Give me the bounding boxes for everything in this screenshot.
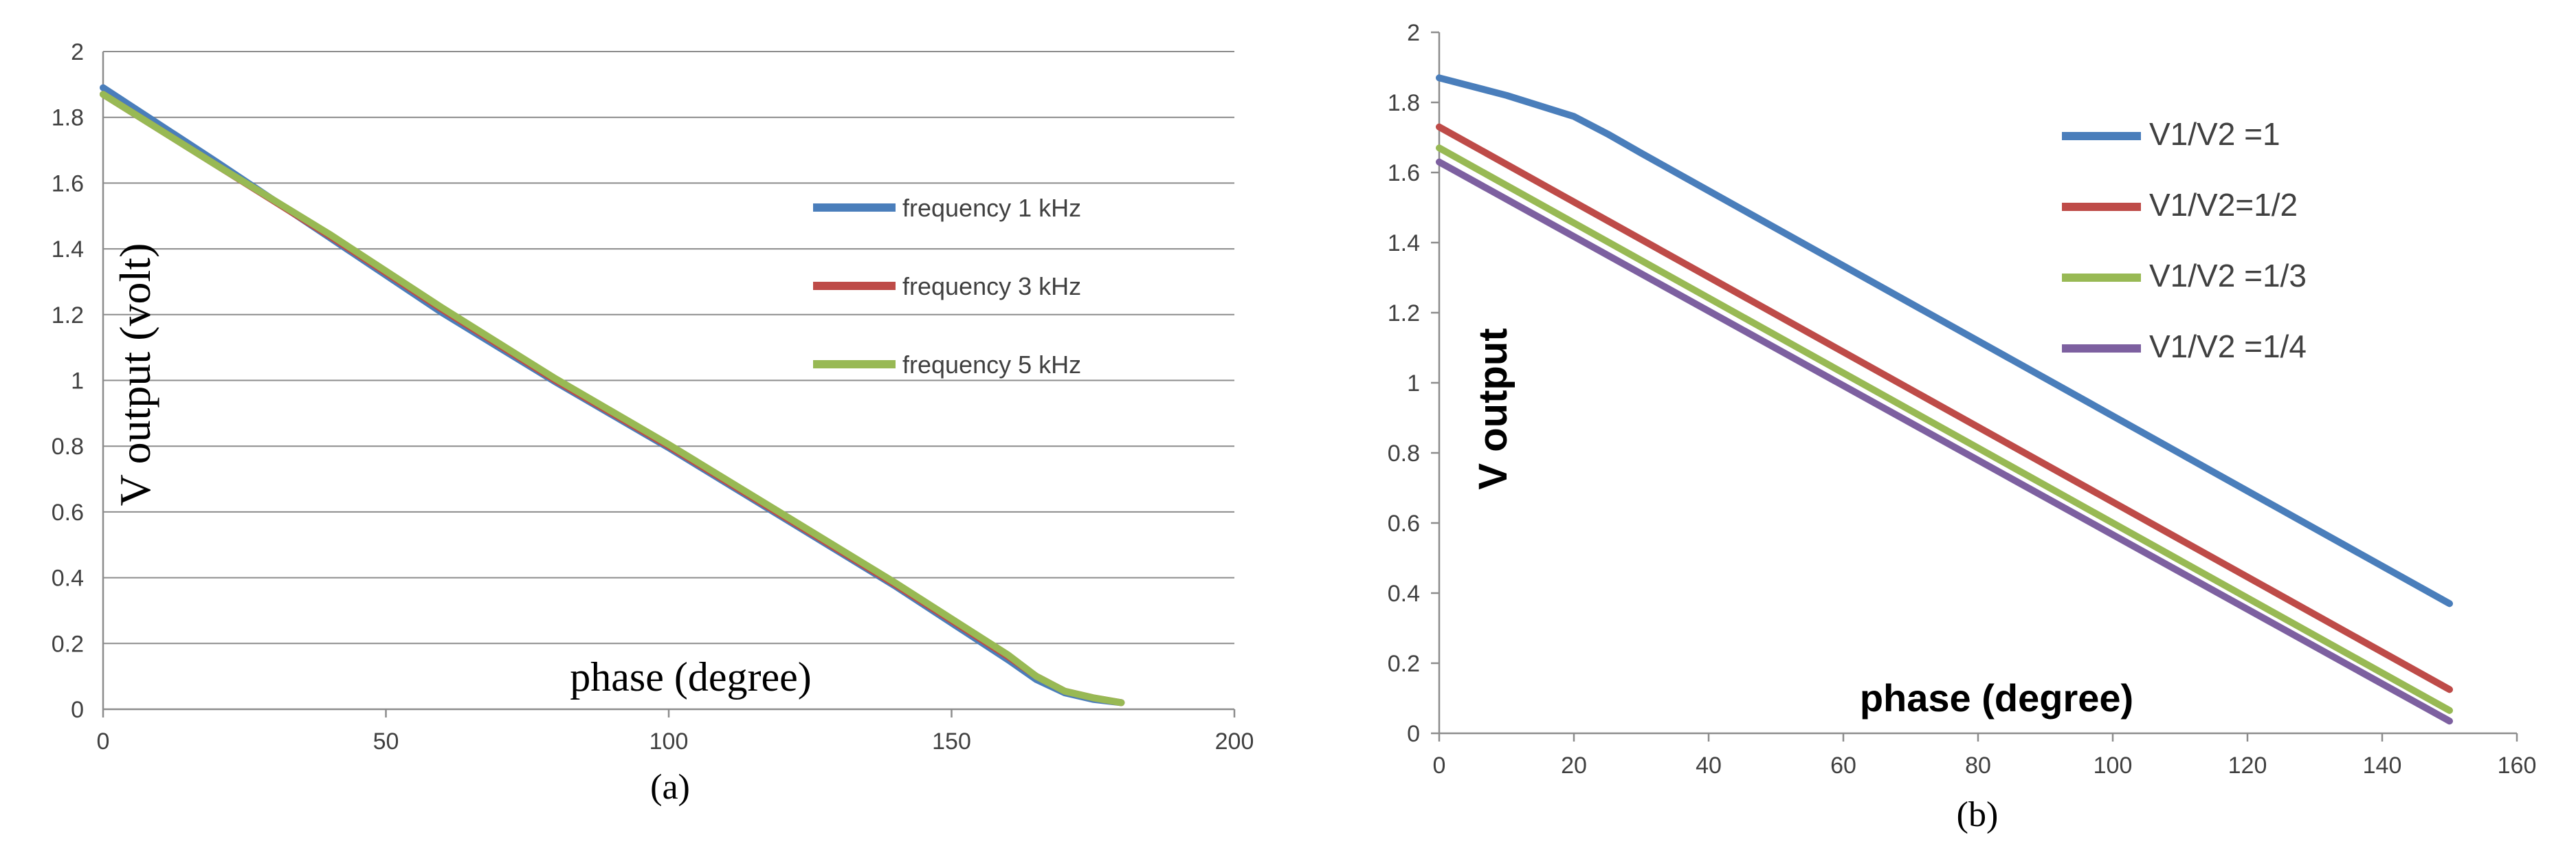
series-line-3 — [100, 91, 1125, 706]
x-tick-labels-b: 0 20 40 60 80 100 120 140 160 — [1433, 753, 2537, 779]
y-tick-label: 0.4 — [52, 566, 84, 592]
y-tick-labels-b: 0 0.2 0.4 0.6 0.8 1 1.2 1.4 1.6 1.8 2 — [1388, 20, 1420, 747]
legend-label-4: V1/V2 =1/4 — [2149, 329, 2307, 364]
series-lines-b — [1436, 74, 2453, 725]
x-tick-label: 120 — [2228, 753, 2267, 779]
legend-label-2: V1/V2=1/2 — [2149, 187, 2298, 223]
panel-label-a: (a) — [650, 768, 690, 807]
series-line-3 — [1436, 144, 2453, 714]
legend-label-2: frequency 3 kHz — [902, 272, 1081, 300]
x-tick-label: 0 — [97, 728, 110, 755]
y-tick-label: 1 — [1407, 370, 1420, 397]
legend-label-1: V1/V2 =1 — [2149, 116, 2280, 152]
legend-label-3: V1/V2 =1/3 — [2149, 258, 2307, 293]
y-tick-label: 1.4 — [1388, 230, 1420, 256]
y-tick-label: 1 — [71, 368, 84, 394]
x-tick-label: 50 — [373, 728, 399, 755]
y-tick-label: 0 — [71, 697, 84, 723]
y-tick-label: 2 — [71, 39, 84, 65]
x-tick-label: 100 — [649, 728, 689, 755]
y-tick-label: 1.2 — [52, 302, 84, 329]
series-line-1 — [1436, 74, 2453, 608]
y-tick-label: 1.6 — [52, 170, 84, 197]
series-line-4 — [1436, 158, 2453, 725]
x-axis-label-b: phase (degree) — [1860, 676, 2133, 720]
x-axis-label-a: phase (degree) — [570, 654, 811, 700]
legend-label-1: frequency 1 kHz — [902, 194, 1081, 222]
x-tick-label: 200 — [1215, 728, 1254, 755]
legend-label-3: frequency 5 kHz — [902, 350, 1081, 379]
y-tick-label: 1.4 — [52, 236, 84, 263]
y-tick-label: 0.2 — [52, 631, 84, 657]
y-tick-label: 1.6 — [1388, 160, 1420, 186]
y-tick-label: 0 — [1407, 721, 1420, 747]
series-lines-a — [100, 84, 1125, 706]
y-tick-label: 0.6 — [52, 500, 84, 526]
series-line-2 — [1436, 123, 2453, 693]
x-tick-label: 60 — [1830, 753, 1856, 779]
y-axis-label-b: V output — [1471, 328, 1515, 489]
chart-panel-a: 0 0.2 0.4 0.6 0.8 1 1.2 1.4 1.6 1.8 2 0 50 100 150 200… — [52, 39, 1254, 807]
x-tick-label: 100 — [2094, 753, 2133, 779]
legend-a: frequency 1 kHz frequency 3 kHz frequency … — [813, 194, 1081, 379]
x-tick-label: 0 — [1433, 753, 1446, 779]
x-tick-label: 80 — [1965, 753, 1991, 779]
panel-label-b: (b) — [1957, 795, 1999, 834]
x-tick-label: 140 — [2363, 753, 2402, 779]
y-tick-label: 0.2 — [1388, 651, 1420, 677]
y-tick-label: 1.8 — [1388, 90, 1420, 116]
x-tick-labels-a: 0 50 100 150 200 — [97, 728, 1254, 755]
x-tick-label: 20 — [1561, 753, 1587, 779]
legend-b: V1/V2 =1 V1/V2=1/2 V1/V2 =1/3 V1/V2 =1/4 — [2062, 116, 2307, 364]
y-tick-label: 0.4 — [1388, 581, 1420, 607]
grid-lines-a — [103, 51, 1234, 710]
x-tick-label: 150 — [932, 728, 971, 755]
y-tick-label: 1.8 — [52, 105, 84, 131]
y-tick-label: 2 — [1407, 20, 1420, 46]
chart-panel-b: 0 0.2 0.4 0.6 0.8 1 1.2 1.4 1.6 1.8 2 0 20 40 60 80 100… — [1388, 20, 2537, 834]
x-tick-label: 160 — [2498, 753, 2537, 779]
y-tick-label: 0.8 — [52, 434, 84, 460]
y-axis-label-a: V output (volt) — [111, 243, 159, 507]
y-tick-label: 1.2 — [1388, 300, 1420, 326]
y-tick-label: 0.6 — [1388, 511, 1420, 537]
x-tick-label: 40 — [1696, 753, 1722, 779]
y-tick-label: 0.8 — [1388, 441, 1420, 467]
y-tick-labels-a: 0 0.2 0.4 0.6 0.8 1 1.2 1.4 1.6 1.8 2 — [52, 39, 84, 723]
axes-a — [102, 52, 1236, 717]
